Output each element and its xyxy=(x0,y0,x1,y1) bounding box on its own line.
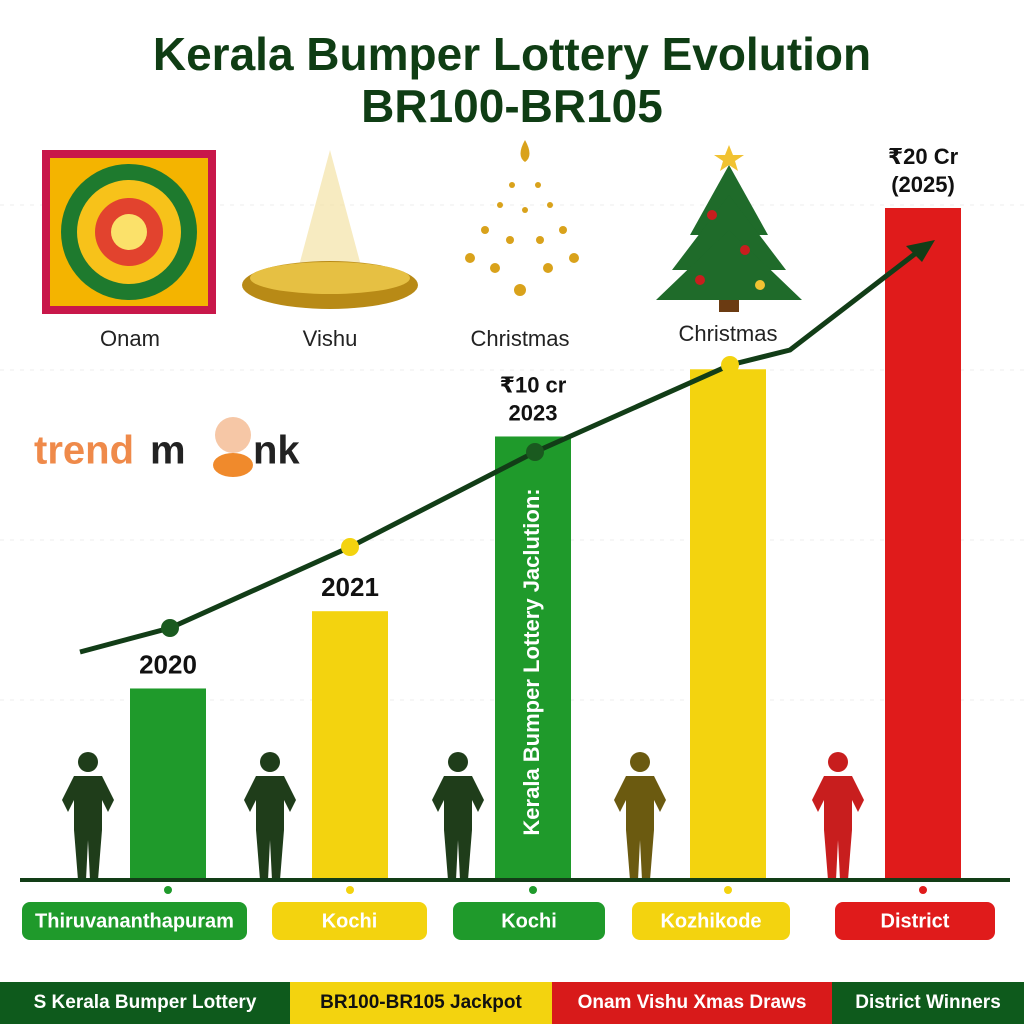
tick-dot xyxy=(919,886,927,894)
footer-text: BR100-BR105 Jackpot xyxy=(320,992,522,1013)
logo-text: m xyxy=(150,429,186,473)
category-pill xyxy=(632,902,790,940)
trend-arrow xyxy=(79,240,935,655)
category-pill xyxy=(453,902,605,940)
bars xyxy=(130,208,961,880)
logo-text: trend xyxy=(34,429,134,473)
bar-label: ₹20 Cr xyxy=(888,144,959,169)
category-pill xyxy=(22,902,247,940)
x-tick-label: Kochi xyxy=(501,910,557,932)
icon-label: Vishu xyxy=(303,326,358,351)
footer-text: Onam Vishu Xmas Draws xyxy=(578,992,807,1013)
onam-icon xyxy=(42,150,216,314)
bar xyxy=(885,208,961,880)
category-pill xyxy=(835,902,995,940)
tick-dot xyxy=(346,886,354,894)
christmas-tree-icon xyxy=(656,145,802,312)
bar xyxy=(130,688,206,880)
footer-segment xyxy=(290,982,552,1024)
christmas-drops-icon xyxy=(465,140,579,296)
chart-title: Kerala Bumper Lottery Evolution xyxy=(153,28,871,80)
bar-label: 2020 xyxy=(139,649,197,679)
footer-text: S Kerala Bumper Lottery xyxy=(34,992,257,1013)
logo-text: nk xyxy=(253,429,300,473)
bar xyxy=(690,369,766,880)
x-tick-label: Kozhikode xyxy=(660,910,761,932)
x-tick-label: Kochi xyxy=(322,910,378,932)
footer: S Kerala Bumper Lottery BR100-BR105 Jackp… xyxy=(0,982,1024,1024)
x-tick-label: Thiruvananthapuram xyxy=(35,910,234,932)
footer-segment xyxy=(832,982,1024,1024)
category-pill xyxy=(272,902,427,940)
bar xyxy=(312,611,388,880)
vishu-icon xyxy=(242,150,418,309)
tick-dot xyxy=(164,886,172,894)
footer-segment xyxy=(0,982,290,1024)
bar-caption: Kerala Bumper Lottery Jaclution: xyxy=(519,488,544,835)
bar xyxy=(495,436,571,880)
icon-label: Christmas xyxy=(678,321,777,346)
x-tick-label: District xyxy=(881,910,950,932)
bar-label: ₹10 cr xyxy=(500,372,567,397)
tick-dot xyxy=(529,886,537,894)
bar-label: 2021 xyxy=(321,572,379,602)
logo-monk xyxy=(213,453,253,477)
logo-monk xyxy=(215,417,251,453)
bar-label: (2025) xyxy=(891,172,955,197)
icon-label: Onam xyxy=(100,326,160,351)
tick-dot xyxy=(724,886,732,894)
logo: trend m nk xyxy=(34,417,300,477)
icon-label: Christmas xyxy=(470,326,569,351)
footer-text: District Winners xyxy=(855,992,1001,1013)
footer-segment xyxy=(552,982,832,1024)
chart-title: BR100-BR105 xyxy=(361,80,663,132)
bar-label: 2023 xyxy=(509,400,558,425)
